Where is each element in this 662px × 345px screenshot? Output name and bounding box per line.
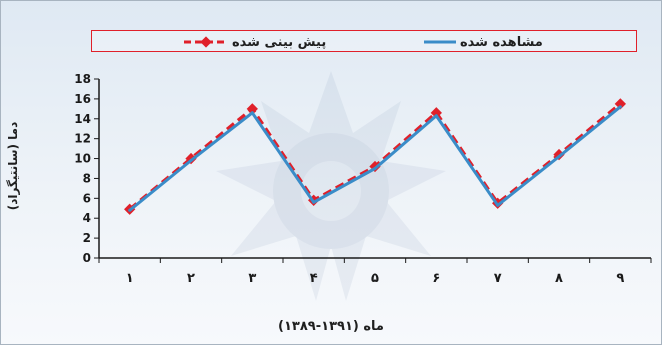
data-point-observed — [557, 155, 561, 159]
y-tick-label: 16 — [74, 92, 91, 106]
data-point-predicted — [430, 107, 442, 119]
x-axis-title: ماه (۱۳۹۱-۱۳۸۹) — [278, 319, 384, 334]
x-tick-label: ۱ — [126, 271, 134, 286]
legend-label-predicted: پیش بینی شده — [232, 34, 327, 50]
y-tick-label: 18 — [74, 72, 91, 86]
data-point-observed — [618, 105, 622, 109]
data-point-predicted — [246, 103, 258, 115]
series-layer — [124, 98, 627, 215]
data-point-observed — [189, 159, 193, 163]
x-tick-label: ۲ — [187, 271, 195, 286]
data-point-observed — [373, 167, 377, 170]
y-axis-title: دما (سانتیگراد) — [6, 121, 20, 211]
legend-swatch-observed — [424, 40, 456, 44]
x-tick-label: ۳ — [248, 271, 256, 286]
x-tick-label: ۷ — [494, 271, 502, 286]
data-point-observed — [434, 114, 438, 118]
y-tick-label: 0 — [83, 251, 91, 265]
y-tick-label: 4 — [83, 211, 91, 225]
y-tick-label: 14 — [74, 112, 91, 126]
y-tick-label: 12 — [74, 132, 91, 146]
legend-entry-observed: مشاهده شده — [424, 33, 543, 51]
legend-label-observed: مشاهده شده — [460, 34, 543, 50]
x-tick-label: ۹ — [616, 271, 624, 286]
y-tick-label: 6 — [83, 191, 91, 205]
data-point-observed — [312, 200, 316, 204]
y-tick-label: 10 — [74, 152, 91, 166]
legend-swatch-predicted — [184, 36, 228, 48]
data-point-observed — [128, 208, 132, 212]
x-tick-label: ۵ — [371, 271, 379, 286]
y-tick-label: 2 — [83, 231, 91, 245]
x-tick-label: ۸ — [555, 271, 563, 286]
data-point-observed — [496, 203, 500, 207]
legend-entry-predicted: پیش بینی شده — [184, 33, 326, 51]
axes: 0 2 4 6 8 10 12 14 16 18 ۱ ۲ ۳ ۴ ۵ ۶ ۷ ۸ ۹ — [74, 72, 652, 286]
data-point-observed — [250, 111, 254, 115]
legend: مشاهده شده پیش بینی شده — [91, 30, 637, 52]
x-tick-label: ۶ — [432, 271, 440, 286]
x-tick-label: ۴ — [310, 271, 318, 286]
y-tick-label: 8 — [83, 171, 91, 185]
